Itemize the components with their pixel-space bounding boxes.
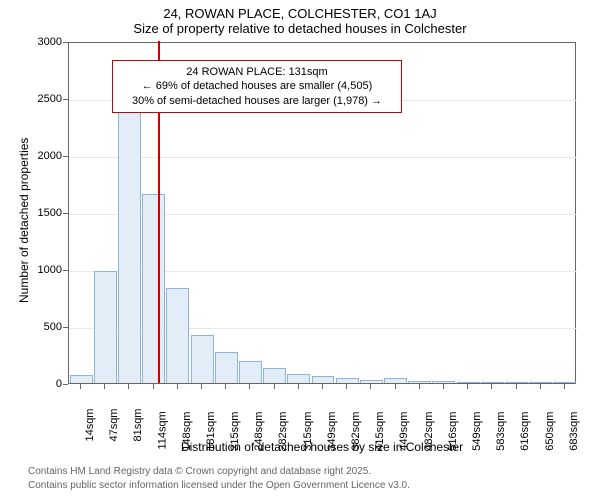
x-tick [104,384,105,389]
histogram-bar [215,352,238,383]
x-axis-label: Distribution of detached houses by size … [68,440,576,454]
histogram-bar [553,382,576,383]
chart-title: 24, ROWAN PLACE, COLCHESTER, CO1 1AJ [0,0,600,21]
x-tick-label: 47sqm [108,409,120,442]
histogram-bar [287,374,310,383]
histogram-bar [118,100,141,383]
x-tick [153,384,154,389]
y-tick-label: 500 [0,321,62,333]
x-tick [491,384,492,389]
x-tick [225,384,226,389]
chart-subtitle: Size of property relative to detached ho… [0,21,600,36]
x-tick [274,384,275,389]
y-tick-label: 1500 [0,207,62,219]
x-tick [346,384,347,389]
histogram-bar [481,382,504,383]
y-tick-label: 0 [0,378,62,390]
y-tick-label: 2000 [0,150,62,162]
footer-line1: Contains HM Land Registry data © Crown c… [28,466,371,477]
x-tick [443,384,444,389]
y-tick-label: 3000 [0,36,62,48]
histogram-bar [191,335,214,383]
histogram-bar [384,378,407,383]
x-tick [249,384,250,389]
x-tick [370,384,371,389]
x-tick [322,384,323,389]
y-tick [63,384,68,385]
histogram-bar [360,380,383,383]
histogram-bar [312,376,335,383]
grid-line [69,157,577,158]
histogram-bar [408,381,431,383]
footer-line2: Contains public sector information licen… [28,480,410,491]
x-tick [564,384,565,389]
x-tick [298,384,299,389]
annotation-line2: ← 69% of detached houses are smaller (4,… [121,79,393,93]
x-tick-label: 14sqm [84,409,96,442]
x-tick [395,384,396,389]
histogram-bar [263,368,286,383]
histogram-bar [94,271,117,383]
annotation-line3: 30% of semi-detached houses are larger (… [121,94,393,108]
x-tick [540,384,541,389]
x-tick [128,384,129,389]
histogram-bar [457,382,480,383]
x-tick-label: 81sqm [132,409,144,442]
y-tick-label: 1000 [0,264,62,276]
annotation-box: 24 ROWAN PLACE: 131sqm ← 69% of detached… [112,60,402,113]
x-tick [201,384,202,389]
histogram-bar [142,194,165,383]
y-tick-label: 2500 [0,93,62,105]
histogram-bar [336,378,359,383]
x-tick [177,384,178,389]
x-tick [419,384,420,389]
annotation-line1: 24 ROWAN PLACE: 131sqm [121,65,393,79]
x-tick [516,384,517,389]
histogram-bar [166,288,189,383]
x-tick [467,384,468,389]
histogram-bar [505,382,528,383]
chart-container: 24, ROWAN PLACE, COLCHESTER, CO1 1AJ Siz… [0,0,600,500]
histogram-bar [529,382,552,383]
x-tick [80,384,81,389]
histogram-bar [239,361,262,383]
histogram-bar [432,381,455,383]
histogram-bar [70,375,93,383]
